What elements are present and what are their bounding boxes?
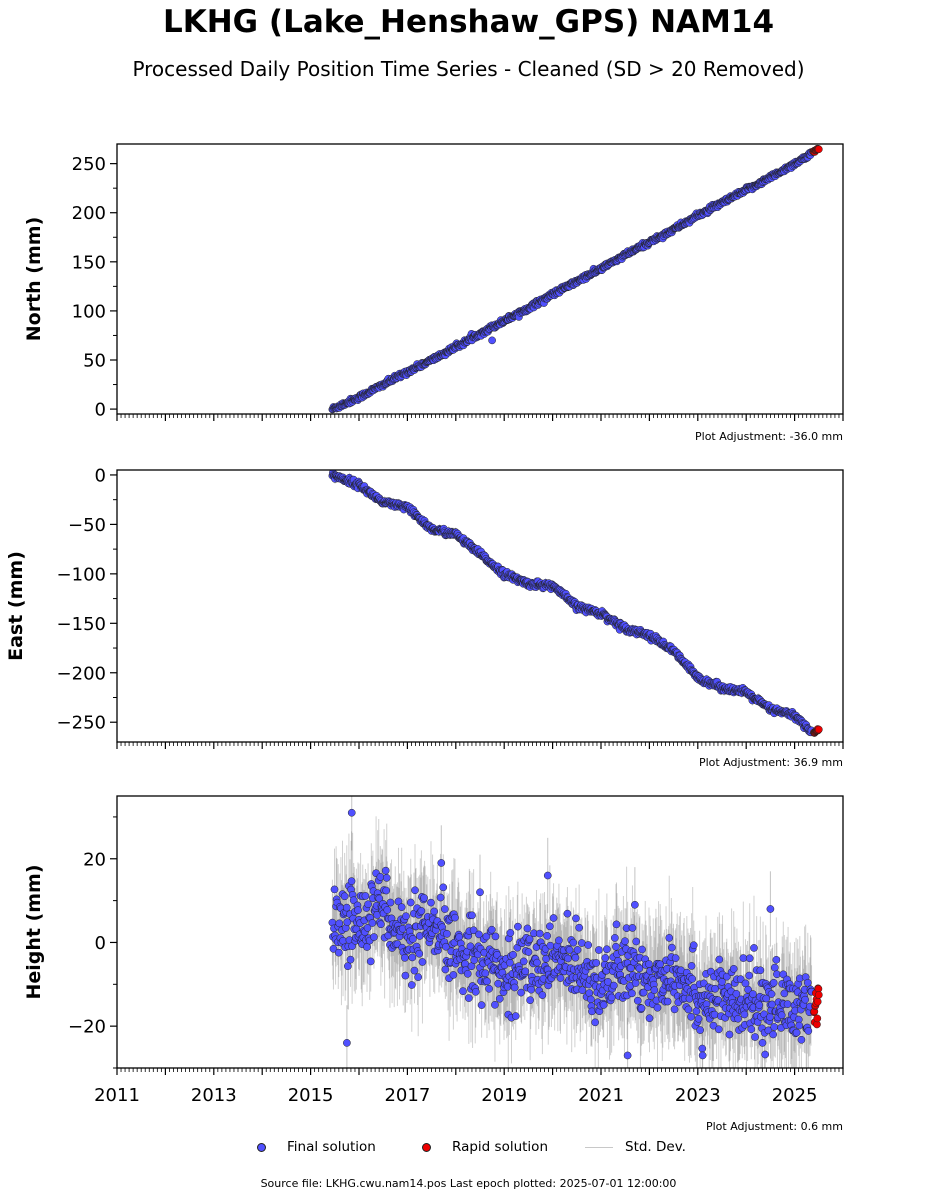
final-point — [343, 962, 352, 971]
rapid-points-north — [809, 144, 823, 156]
y-tick-label: 0 — [95, 465, 106, 486]
y-ticks-east: 0 −50 −100 −150 −200 −250 — [57, 465, 117, 734]
plot-area-east — [328, 470, 823, 737]
final-point — [347, 877, 356, 886]
axes-frame-east — [116, 469, 844, 743]
y-tick-label: −100 — [57, 564, 106, 585]
rapid-point — [814, 145, 823, 154]
y-tick-label: −50 — [68, 515, 106, 536]
final-point — [334, 948, 343, 957]
final-points-north — [328, 148, 816, 414]
y-axis-label-east: East (mm) — [5, 551, 27, 661]
chart-subtitle: Processed Daily Position Time Series - C… — [132, 57, 805, 81]
y-tick-label: 0 — [95, 400, 106, 421]
plot-adjustment-north: Plot Adjustment: -36.0 mm — [695, 430, 843, 443]
y-tick-label: 50 — [83, 351, 106, 372]
final-point — [339, 936, 347, 945]
plot-area-height — [328, 796, 823, 1068]
rapid-points-east — [810, 725, 823, 737]
final-points-east — [328, 470, 816, 737]
y-tick-label: 200 — [72, 203, 106, 224]
y-tick-label: −200 — [57, 663, 106, 684]
y-tick-label: −150 — [57, 614, 106, 635]
final-point — [346, 955, 355, 964]
panel-north: 0 50 100 150 200 250 North (mm) Plot Adjustment… — [23, 143, 844, 443]
x-ticks-north — [116, 414, 844, 421]
y-tick-label: −250 — [57, 713, 106, 734]
final-point-outlier — [488, 336, 496, 345]
y-tick-label: 100 — [72, 301, 106, 322]
plot-adjustment-east: Plot Adjustment: 36.9 mm — [699, 756, 843, 769]
final-point — [330, 885, 339, 894]
plot-area-north — [328, 144, 823, 414]
y-axis-label-north: North (mm) — [23, 217, 45, 342]
y-tick-label: 250 — [72, 154, 106, 175]
rapid-point — [814, 725, 823, 734]
axes-frame-north — [116, 143, 844, 415]
chart-title: LKHG (Lake_Henshaw_GPS) NAM14 — [162, 4, 775, 40]
final-point — [342, 903, 351, 912]
y-tick-label: 150 — [72, 252, 106, 273]
final-point — [335, 919, 344, 928]
final-point — [340, 892, 349, 901]
y-ticks-north: 0 50 100 150 200 250 — [72, 154, 117, 421]
panel-east: 0 −50 −100 −150 −200 −250 East (mm) Plot Adjust… — [5, 465, 844, 769]
x-ticks-east — [116, 742, 844, 749]
